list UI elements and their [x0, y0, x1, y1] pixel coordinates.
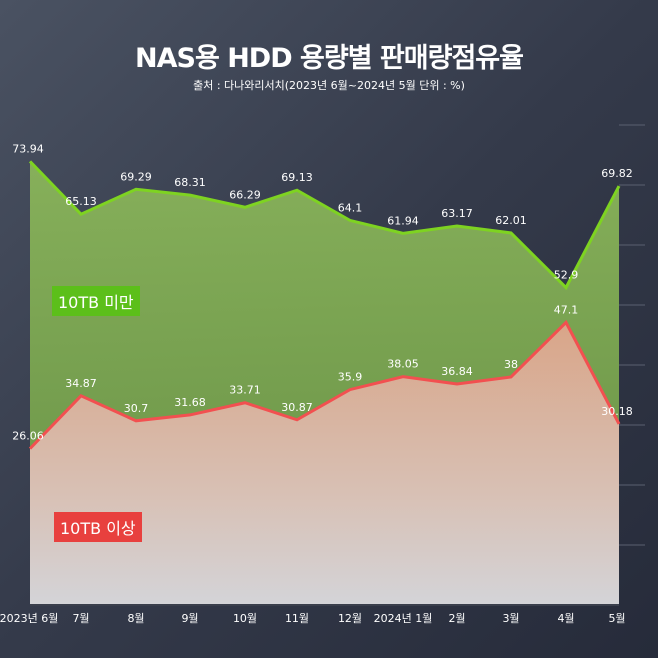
data-label: 38: [504, 358, 518, 371]
x-tick-label: 2월: [448, 612, 465, 625]
data-label: 34.87: [65, 377, 97, 390]
data-label: 64.1: [338, 201, 363, 214]
x-tick-label: 5월: [608, 612, 625, 625]
data-label: 61.94: [387, 214, 419, 227]
x-tick-label: 2024년 1월: [374, 612, 433, 625]
line-over-10tb: [28, 319, 621, 450]
data-label: 62.01: [495, 214, 527, 227]
data-label: 35.9: [338, 371, 363, 384]
data-label: 73.94: [12, 142, 44, 155]
data-label: 68.31: [174, 176, 206, 189]
x-tick-label: 12월: [338, 612, 362, 625]
data-label: 52.9: [554, 269, 579, 282]
data-label: 30.7: [124, 402, 149, 415]
data-label: 69.82: [601, 167, 633, 180]
legend-under-10tb: 10TB 미만: [52, 286, 140, 316]
x-tick-label: 4월: [557, 612, 574, 625]
data-label: 30.87: [281, 401, 313, 414]
data-label: 38.05: [387, 358, 419, 371]
data-label: 69.13: [281, 171, 313, 184]
data-label: 65.13: [65, 195, 97, 208]
data-label: 47.1: [554, 303, 579, 316]
data-label: 31.68: [174, 396, 206, 409]
data-label: 69.29: [120, 170, 152, 183]
data-label: 36.84: [441, 365, 473, 378]
chart-title: NAS용 HDD 용량별 판매량점유율: [135, 43, 524, 74]
legend-over-10tb: 10TB 이상: [54, 512, 142, 542]
data-label: 63.17: [441, 207, 473, 220]
x-tick-label: 11월: [285, 612, 309, 625]
x-tick-label: 7월: [72, 612, 89, 625]
x-tick-label: 9월: [181, 612, 198, 625]
line-under-10tb: [28, 160, 621, 291]
data-label: 26.06: [12, 430, 44, 443]
data-label: 66.29: [229, 188, 261, 201]
x-tick-label: 10월: [233, 612, 257, 625]
x-tick-label: 8월: [127, 612, 144, 625]
x-tick-label: 2023년 6월: [0, 612, 58, 625]
data-label: 33.71: [229, 384, 261, 397]
x-tick-label: 3월: [502, 612, 519, 625]
area-over-10tb: [30, 322, 619, 605]
data-label: 30.18: [601, 405, 633, 418]
chart-subtitle: 출처 : 다나와리서치(2023년 6월~2024년 5월 단위 : %): [193, 79, 465, 92]
